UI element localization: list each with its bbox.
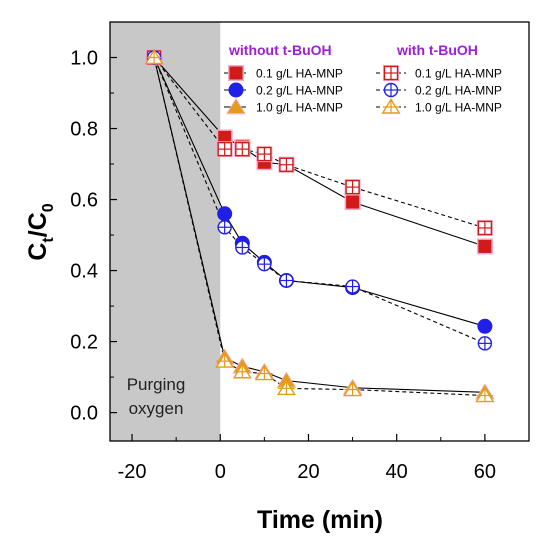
shaded-region-label-line1: Purging bbox=[127, 375, 186, 394]
y-tick-label-3: 0.6 bbox=[70, 190, 98, 212]
legend-label-4: 0.2 g/L HA-MNP bbox=[415, 84, 502, 98]
y-tick-label-1: 0.2 bbox=[70, 332, 98, 354]
x-tick-label-1: 0 bbox=[215, 461, 226, 483]
legend-marker-2 bbox=[227, 99, 245, 113]
data-point-5-3 bbox=[254, 364, 274, 381]
legend-entry-without-2: 1.0 g/L HA-MNP bbox=[224, 98, 343, 115]
data-point-1-6 bbox=[477, 318, 493, 334]
shaded-region bbox=[110, 22, 221, 441]
legend-marker-3 bbox=[383, 65, 399, 81]
y-tick-label-5: 1.0 bbox=[70, 48, 98, 70]
y-axis-ticks: 0.0 0.2 0.4 0.6 0.8 1.0 bbox=[70, 21, 117, 425]
data-point-3-4 bbox=[279, 157, 294, 172]
legend-entry-with-2: 1.0 g/L HA-MNP bbox=[376, 98, 502, 115]
x-tick-label-4: 60 bbox=[474, 461, 496, 483]
data-point-5-6 bbox=[475, 386, 495, 403]
y-tick-label-0: 0.0 bbox=[70, 403, 98, 425]
legend-marker-1 bbox=[228, 82, 244, 98]
x-tick-label-2: 20 bbox=[297, 461, 319, 483]
x-tick-label-3: 40 bbox=[386, 461, 408, 483]
series-layer bbox=[144, 48, 495, 403]
legend-entry-with-0: 0.1 g/L HA-MNP bbox=[376, 65, 502, 81]
data-point-5-4 bbox=[276, 379, 296, 396]
data-point-4-5 bbox=[345, 279, 360, 294]
y-tick-label-4: 0.8 bbox=[70, 119, 98, 141]
legend-header-without: without t-BuOH bbox=[228, 42, 332, 58]
shaded-region-label-line2: oxygen bbox=[129, 399, 184, 418]
legend-label-1: 0.2 g/L HA-MNP bbox=[256, 84, 343, 98]
data-point-5-2 bbox=[232, 362, 252, 379]
legend-entry-without-0: 0.1 g/L HA-MNP bbox=[224, 65, 343, 81]
x-axis-label: Time (min) bbox=[257, 506, 383, 534]
y-axis-label-sub-t: t bbox=[40, 237, 57, 243]
data-point-3-6 bbox=[477, 220, 493, 236]
data-point-3-3 bbox=[257, 146, 272, 162]
legend-marker-4 bbox=[383, 82, 399, 98]
data-point-5-1 bbox=[215, 352, 235, 368]
legend-entries: 0.1 g/L HA-MNP 0.2 g/L HA-MNP 1.0 g/L HA-M… bbox=[224, 65, 502, 115]
legend-entry-without-1: 0.2 g/L HA-MNP bbox=[224, 82, 343, 98]
data-point-3-1 bbox=[217, 141, 232, 157]
data-point-4-3 bbox=[257, 256, 272, 272]
data-point-4-1 bbox=[217, 220, 232, 235]
data-point-5-5 bbox=[343, 380, 363, 397]
data-point-3-2 bbox=[235, 141, 250, 157]
data-point-4-2 bbox=[235, 240, 250, 255]
data-point-1-1 bbox=[217, 206, 233, 222]
data-point-5-0 bbox=[144, 48, 164, 65]
data-point-4-6 bbox=[477, 336, 493, 351]
data-point-0-5 bbox=[346, 195, 360, 209]
y-axis-label-main: C bbox=[24, 243, 52, 261]
series-markers-5 bbox=[144, 48, 495, 403]
legend-header-with: with t-BuOH bbox=[396, 42, 478, 58]
legend-label-0: 0.1 g/L HA-MNP bbox=[256, 67, 343, 81]
plot-frame bbox=[109, 21, 530, 442]
data-point-4-4 bbox=[279, 273, 294, 288]
y-tick-label-2: 0.4 bbox=[70, 261, 98, 283]
x-tick-label-0: -20 bbox=[118, 461, 147, 483]
legend-marker-0 bbox=[229, 66, 243, 80]
legend: without t-BuOH with t-BuOH 0.1 g/L HA-MN… bbox=[224, 42, 502, 115]
x-axis-ticks: -20 0 20 40 60 bbox=[118, 434, 496, 483]
y-axis-label-slash: /C bbox=[24, 212, 52, 237]
legend-entry-with-1: 0.2 g/L HA-MNP bbox=[376, 82, 502, 98]
y-axis-label: Ct/C0 bbox=[24, 203, 57, 260]
data-point-0-6 bbox=[478, 239, 492, 253]
legend-label-3: 0.1 g/L HA-MNP bbox=[415, 67, 502, 81]
data-point-3-5 bbox=[345, 179, 360, 195]
legend-marker-5 bbox=[381, 98, 401, 114]
y-axis-label-sub-0: 0 bbox=[40, 203, 57, 212]
legend-label-2: 1.0 g/L HA-MNP bbox=[256, 101, 343, 115]
data-point-0-1 bbox=[218, 130, 232, 144]
legend-label-5: 1.0 g/L HA-MNP bbox=[415, 101, 502, 115]
